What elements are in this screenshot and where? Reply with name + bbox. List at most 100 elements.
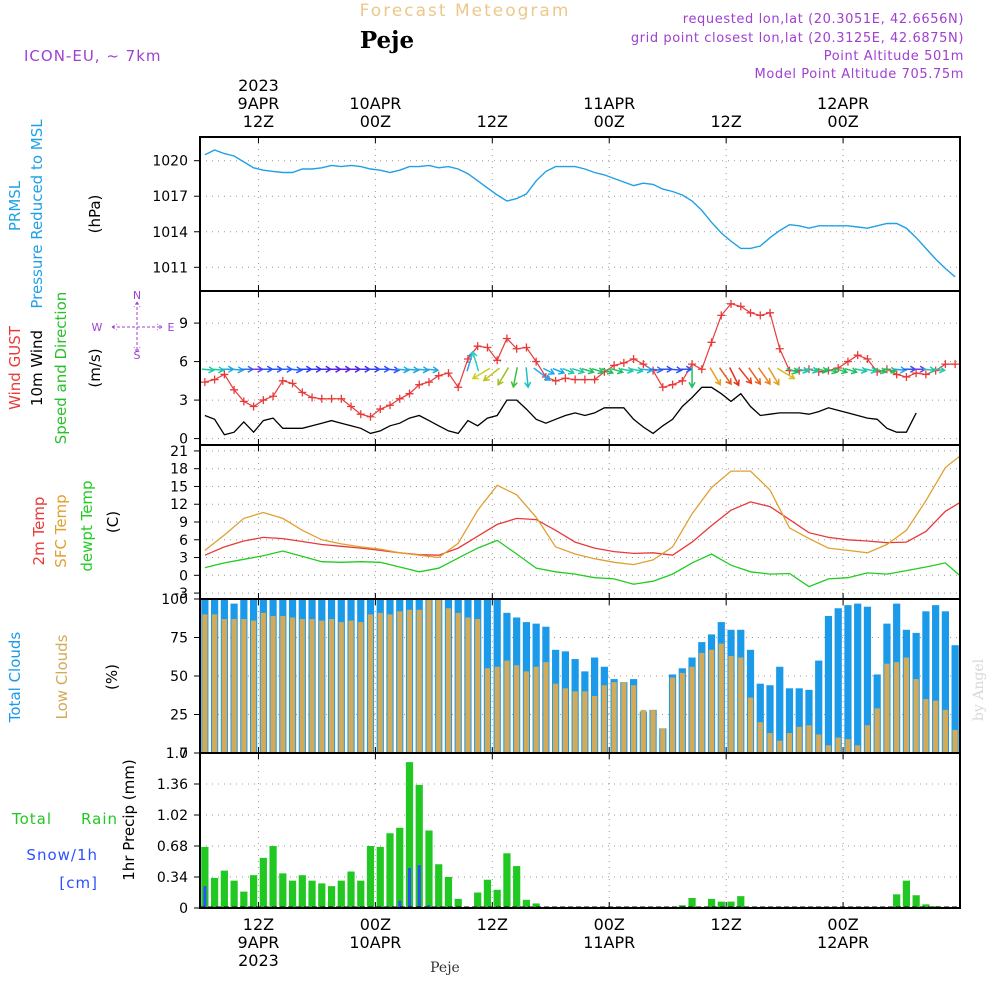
y-tick-label: 9	[179, 515, 188, 531]
gust-marker	[424, 378, 433, 387]
wind-direction-arrow	[688, 367, 696, 389]
bottom-axis-label: 12APR	[817, 933, 869, 952]
low-cloud-bar	[874, 708, 880, 753]
gust-marker	[502, 334, 511, 343]
y-tick-label: 75	[170, 631, 188, 647]
low-cloud-bar	[309, 619, 315, 753]
rain-bar	[220, 870, 228, 908]
rain-bar	[503, 853, 511, 908]
gust-marker	[210, 375, 219, 384]
rain-bar	[893, 894, 901, 908]
low-cloud-bar	[475, 619, 481, 753]
clouds-axis-label: Low Clouds	[53, 634, 71, 719]
wind-direction-arrow	[497, 367, 510, 386]
gust-marker	[912, 369, 921, 378]
temperature-axis-label: (C)	[104, 511, 122, 533]
temperature-axis-label: dewpt Temp	[78, 480, 96, 571]
gust-marker	[454, 383, 463, 392]
low-cloud-bar	[640, 709, 646, 753]
gust-marker	[200, 378, 209, 387]
wind-direction-arrow	[835, 367, 849, 375]
total-cloud-bar	[932, 605, 940, 753]
wind-direction-arrow	[893, 366, 908, 374]
precip-legend-label: Total	[11, 810, 52, 828]
low-cloud-bar	[864, 725, 871, 753]
compass-letter: S	[134, 349, 141, 362]
gust-marker	[415, 380, 424, 389]
low-cloud-bar	[806, 725, 812, 753]
gust-marker	[522, 343, 531, 352]
gust-marker	[853, 351, 862, 360]
plot-area	[204, 455, 960, 588]
rain-bar	[727, 901, 735, 908]
wind-direction-arrow	[679, 365, 693, 373]
wind-direction-arrow	[786, 367, 800, 375]
y-tick-label: 12	[170, 497, 188, 513]
wind-direction-arrow	[386, 366, 401, 374]
gust-marker	[473, 342, 482, 351]
wind-direction-arrow	[738, 367, 753, 385]
rain-bar	[532, 903, 540, 908]
total-cloud-bar	[951, 645, 959, 753]
low-cloud-bar	[767, 732, 773, 753]
low-cloud-bar	[280, 615, 286, 753]
rain-bar	[902, 880, 911, 908]
wind-direction-arrow	[844, 367, 858, 375]
gust-marker	[434, 371, 443, 380]
low-cloud-bar	[855, 745, 861, 753]
clouds-axis-label: (%)	[103, 664, 121, 690]
wind-direction-arrow	[796, 366, 810, 374]
temperature-axis-label: 2m Temp	[30, 497, 48, 566]
total-cloud-bar	[834, 608, 842, 753]
gust-marker	[561, 374, 570, 383]
wind-direction-arrow	[482, 367, 500, 382]
wind-direction-arrow	[416, 366, 430, 374]
rain-bar	[240, 891, 248, 908]
wind-direction-arrow	[854, 366, 868, 374]
low-cloud-bar	[436, 599, 442, 753]
wind-axis-label: 10m Wind	[28, 330, 46, 406]
rain-bar	[707, 898, 716, 908]
bottom-axis-label: 2023	[238, 951, 279, 970]
top-axis-label: 00Z	[594, 112, 625, 131]
gust-marker	[327, 394, 336, 403]
y-tick-label: 3	[179, 551, 188, 567]
low-cloud-bar	[484, 668, 491, 753]
wind-direction-arrow	[471, 367, 491, 380]
gust-marker	[483, 343, 492, 352]
pressure-axis-label: Pressure Reduced to MSL	[28, 119, 46, 309]
low-cloud-bar	[923, 699, 929, 753]
total-cloud-bar	[941, 611, 949, 753]
low-cloud-bar	[543, 662, 549, 753]
wind-direction-arrow	[533, 367, 551, 381]
wind-direction-arrow	[562, 367, 576, 375]
total-cloud-bar	[824, 615, 833, 753]
total-cloud-bar	[961, 611, 968, 753]
wind-direction-arrow	[718, 367, 732, 386]
y-tick-label: 0	[179, 901, 188, 917]
total-cloud-bar	[805, 689, 813, 753]
gust-marker	[395, 394, 404, 403]
model-label: ICON-EU, ~ 7km	[24, 47, 162, 65]
low-cloud-bar	[494, 666, 500, 753]
rain-bar	[483, 879, 492, 908]
rain-bar	[396, 827, 404, 908]
rain-bar	[474, 892, 482, 908]
gust-marker	[278, 376, 287, 385]
precip-legend-label: [cm]	[59, 874, 98, 892]
compass-icon: W E N S	[92, 289, 175, 362]
low-cloud-bar	[562, 688, 568, 753]
gust-marker	[571, 375, 580, 384]
wind-direction-arrow	[767, 367, 780, 386]
gust-marker	[239, 397, 248, 406]
wind-direction-arrow	[669, 366, 683, 374]
low-cloud-bar	[377, 612, 383, 753]
wind-direction-arrow	[581, 367, 595, 375]
top-axis-label: 9APR	[238, 94, 280, 113]
bottom-axis-label: 10APR	[349, 933, 401, 952]
low-cloud-bar	[202, 614, 208, 753]
low-cloud-bar	[669, 677, 676, 753]
rain-bar	[493, 889, 501, 908]
